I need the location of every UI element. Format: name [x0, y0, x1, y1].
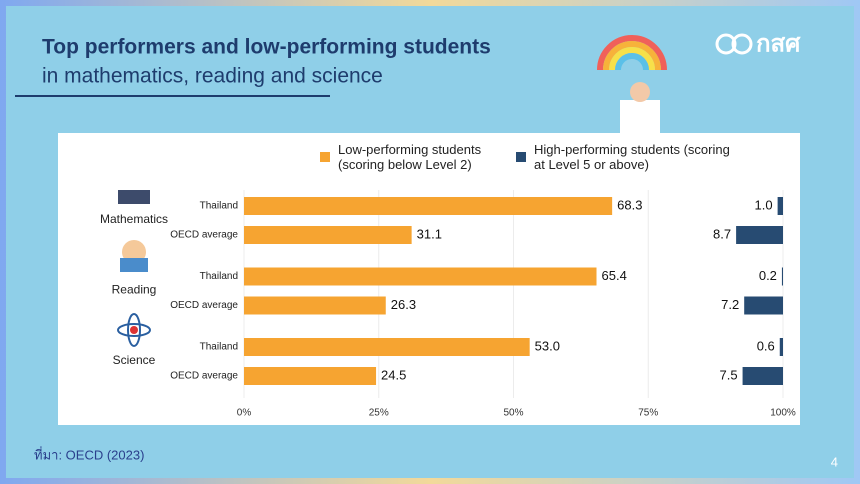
logo: กสศ — [715, 30, 801, 57]
page-number: 4 — [831, 454, 838, 469]
bar — [781, 267, 783, 286]
value-label: 26.3 — [391, 297, 416, 312]
logo-text: กสศ — [756, 30, 801, 57]
value-label: 31.1 — [417, 226, 442, 241]
bar — [777, 197, 783, 215]
value-label: 7.5 — [719, 367, 737, 382]
bar — [244, 367, 377, 385]
value-label: 53.0 — [535, 338, 560, 353]
bar — [742, 367, 783, 385]
value-label: 24.5 — [381, 367, 406, 382]
source: ที่มา: OECD (2023) — [34, 446, 144, 462]
rainbow-illustration — [597, 35, 667, 133]
title: Top performers and low-performing studen… — [42, 36, 491, 59]
x-tick-label: 50% — [503, 408, 523, 419]
value-label: 1.0 — [755, 197, 773, 212]
bar — [736, 226, 783, 244]
group-label: Reading — [112, 283, 157, 297]
value-label: 65.4 — [602, 268, 627, 283]
group-label: Mathematics — [100, 212, 168, 226]
value-label: 0.6 — [757, 338, 775, 353]
x-tick-label: 0% — [237, 408, 252, 419]
bar — [244, 267, 597, 286]
x-tick-label: 100% — [770, 408, 796, 419]
legend-swatch — [516, 152, 526, 162]
subject-icons — [117, 190, 151, 347]
bar — [779, 338, 783, 356]
bar — [244, 197, 613, 215]
y-tick-label: Thailand — [200, 271, 238, 282]
bar — [244, 226, 412, 244]
value-label: 7.2 — [721, 297, 739, 312]
y-tick-label: OECD average — [170, 230, 238, 241]
x-tick-label: 25% — [369, 408, 389, 419]
bar — [244, 338, 530, 356]
value-label: 8.7 — [713, 226, 731, 241]
y-tick-label: Thailand — [200, 342, 238, 353]
y-tick-label: OECD average — [170, 300, 238, 311]
group-label: Science — [113, 353, 156, 367]
value-label: 68.3 — [617, 197, 642, 212]
legend-swatch — [320, 152, 330, 162]
y-tick-label: OECD average — [170, 371, 238, 382]
legend-label: Low-performing students (scoring below L… — [338, 142, 482, 172]
y-tick-label: Thailand — [200, 201, 238, 212]
x-tick-label: 75% — [638, 408, 658, 419]
bar — [244, 296, 386, 315]
legend-label: High-performing students (scoring at Lev… — [534, 142, 730, 172]
value-label: 0.2 — [759, 268, 777, 283]
subtitle: in mathematics, reading and science — [42, 65, 383, 88]
bar — [744, 296, 783, 315]
